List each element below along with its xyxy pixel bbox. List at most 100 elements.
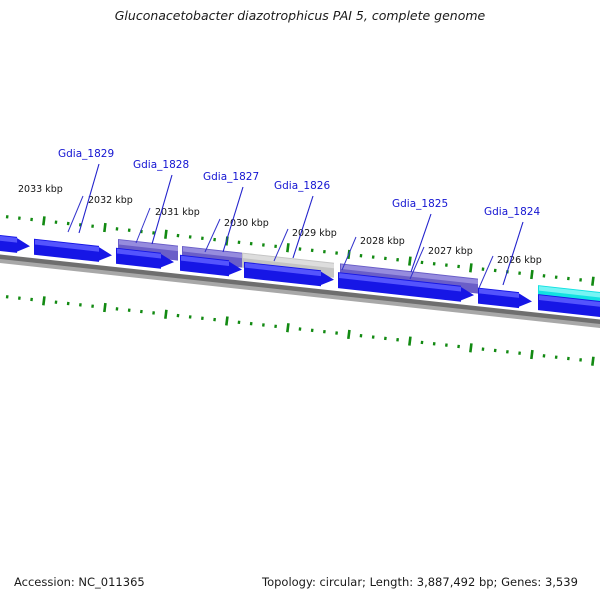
gene-label-text[interactable]: Gdia_1829 (58, 148, 114, 160)
gene-lower-4[interactable] (180, 254, 242, 277)
sequence-tick-minor (18, 296, 21, 300)
sequence-tick-layer (5, 215, 595, 366)
gene-callout-Gdia_1829[interactable]: Gdia_1829 (58, 148, 114, 234)
sequence-tick-minor (18, 216, 21, 220)
sequence-tick-major (591, 276, 595, 286)
sequence-tick-minor (274, 324, 277, 329)
sequence-tick-minor (371, 335, 375, 339)
gene-callout-Gdia_1828[interactable]: Gdia_1828 (133, 159, 189, 245)
gene-label-text[interactable]: Gdia_1824 (484, 206, 540, 218)
gene-callout-Gdia_1825[interactable]: Gdia_1825 (392, 198, 448, 273)
sequence-tick-minor (567, 356, 570, 361)
sequence-tick-minor (115, 307, 119, 311)
genome-backbone (0, 254, 600, 328)
sequence-tick-minor (359, 253, 363, 258)
gene-highlight (183, 247, 242, 259)
gene-highlight (479, 288, 519, 298)
sequence-tick-minor (274, 244, 277, 249)
gene-lower-6[interactable] (338, 272, 474, 302)
ruler-tick-3: 2031 kbp (135, 207, 200, 244)
backbone-lower-band (0, 258, 600, 328)
sequence-tick-major (530, 349, 534, 360)
sequence-tick-minor (5, 215, 9, 219)
ruler-label: 2032 kbp (88, 195, 133, 206)
gene-lower-8[interactable] (538, 294, 600, 317)
sequence-tick-minor (66, 301, 70, 306)
sequence-tick-minor (54, 220, 58, 224)
sequence-tick-minor (176, 313, 180, 318)
gene-label-layer: Gdia_1829 Gdia_1828 Gdia_1827 Gdia_1826 Gdia… (58, 148, 540, 286)
sequence-tick-minor (335, 251, 338, 255)
gene-leader-line (151, 174, 173, 245)
sequence-tick-minor (310, 328, 314, 333)
sequence-tick-minor (554, 355, 558, 359)
gene-highlight (0, 235, 18, 243)
gene-label-text[interactable]: Gdia_1827 (203, 171, 259, 183)
page-title: Gluconacetobacter diazotrophicus PAI 5, … (115, 8, 486, 23)
sequence-tick-minor (237, 320, 241, 325)
ruler-leader-line (409, 246, 425, 280)
sequence-tick-minor (384, 256, 387, 261)
reverse-strand-gene-track (0, 234, 600, 317)
gene-highlight (245, 262, 321, 277)
gene-lower-7[interactable] (478, 287, 532, 309)
gene-lower-5[interactable] (244, 261, 334, 287)
sequence-tick-minor (66, 221, 70, 226)
sequence-tick-minor (152, 231, 155, 235)
gene-lower-3[interactable] (116, 247, 174, 269)
sequence-tick-minor (371, 255, 375, 259)
sequence-tick-minor (579, 358, 582, 362)
sequence-tick-minor (249, 241, 253, 246)
gene-callout-Gdia_1824[interactable]: Gdia_1824 (484, 206, 540, 286)
sequence-tick-major (347, 329, 351, 340)
sequence-tick-minor (493, 268, 497, 273)
sequence-tick-major (164, 229, 168, 239)
gene-lower-1[interactable] (0, 234, 30, 253)
sequence-tick-minor (432, 262, 436, 266)
sequence-tick-minor (506, 350, 509, 354)
ruler-label: 2029 kbp (292, 228, 337, 239)
gene-leader-line (410, 213, 432, 273)
ruler-label: 2028 kbp (360, 236, 405, 247)
sequence-tick-minor (188, 235, 192, 239)
gene-label-text[interactable]: Gdia_1825 (392, 198, 448, 210)
gene-callout-Gdia_1826[interactable]: Gdia_1826 (274, 180, 330, 259)
gene-leader-line (502, 221, 524, 286)
gene-highlight (181, 255, 229, 266)
sequence-tick-minor (201, 316, 204, 321)
gene-label-text[interactable]: Gdia_1826 (274, 180, 330, 192)
sequence-tick-minor (201, 236, 204, 241)
sequence-tick-minor (323, 329, 326, 334)
sequence-tick-minor (359, 333, 363, 338)
sequence-tick-minor (335, 331, 338, 335)
gene-lower-2[interactable] (34, 238, 112, 262)
ruler-label: 2027 kbp (428, 246, 473, 257)
ruler-label: 2026 kbp (497, 255, 542, 266)
sequence-tick-minor (30, 217, 33, 222)
sequence-tick-minor (213, 317, 216, 322)
sequence-tick-minor (5, 295, 9, 299)
sequence-tick-minor (432, 342, 436, 346)
ruler-leader-line (135, 207, 151, 244)
gene-label-text[interactable]: Gdia_1828 (133, 159, 189, 171)
gene-highlight (243, 253, 334, 269)
sequence-tick-minor (518, 351, 521, 355)
ruler-label: 2031 kbp (155, 207, 200, 218)
sequence-tick-minor (91, 304, 94, 308)
sequence-tick-major (408, 256, 412, 266)
sequence-tick-major (469, 343, 473, 353)
gene-highlight (117, 248, 161, 259)
sequence-tick-major (225, 316, 229, 326)
sequence-tick-major (469, 263, 473, 273)
gene-highlight (119, 239, 178, 252)
ruler-leader-line (204, 218, 221, 253)
sequence-tick-minor (54, 300, 58, 304)
sequence-tick-minor (457, 264, 460, 269)
ruler-tick-7: 2027 kbp (409, 246, 473, 280)
tick-row-lower (5, 295, 595, 366)
sequence-tick-minor (396, 338, 399, 342)
sequence-tick-minor (115, 227, 119, 231)
ruler-tick-2: 2032 kbp (67, 195, 133, 233)
gene-callout-Gdia_1827[interactable]: Gdia_1827 (203, 171, 259, 253)
ruler-tick-6: 2028 kbp (341, 236, 405, 271)
